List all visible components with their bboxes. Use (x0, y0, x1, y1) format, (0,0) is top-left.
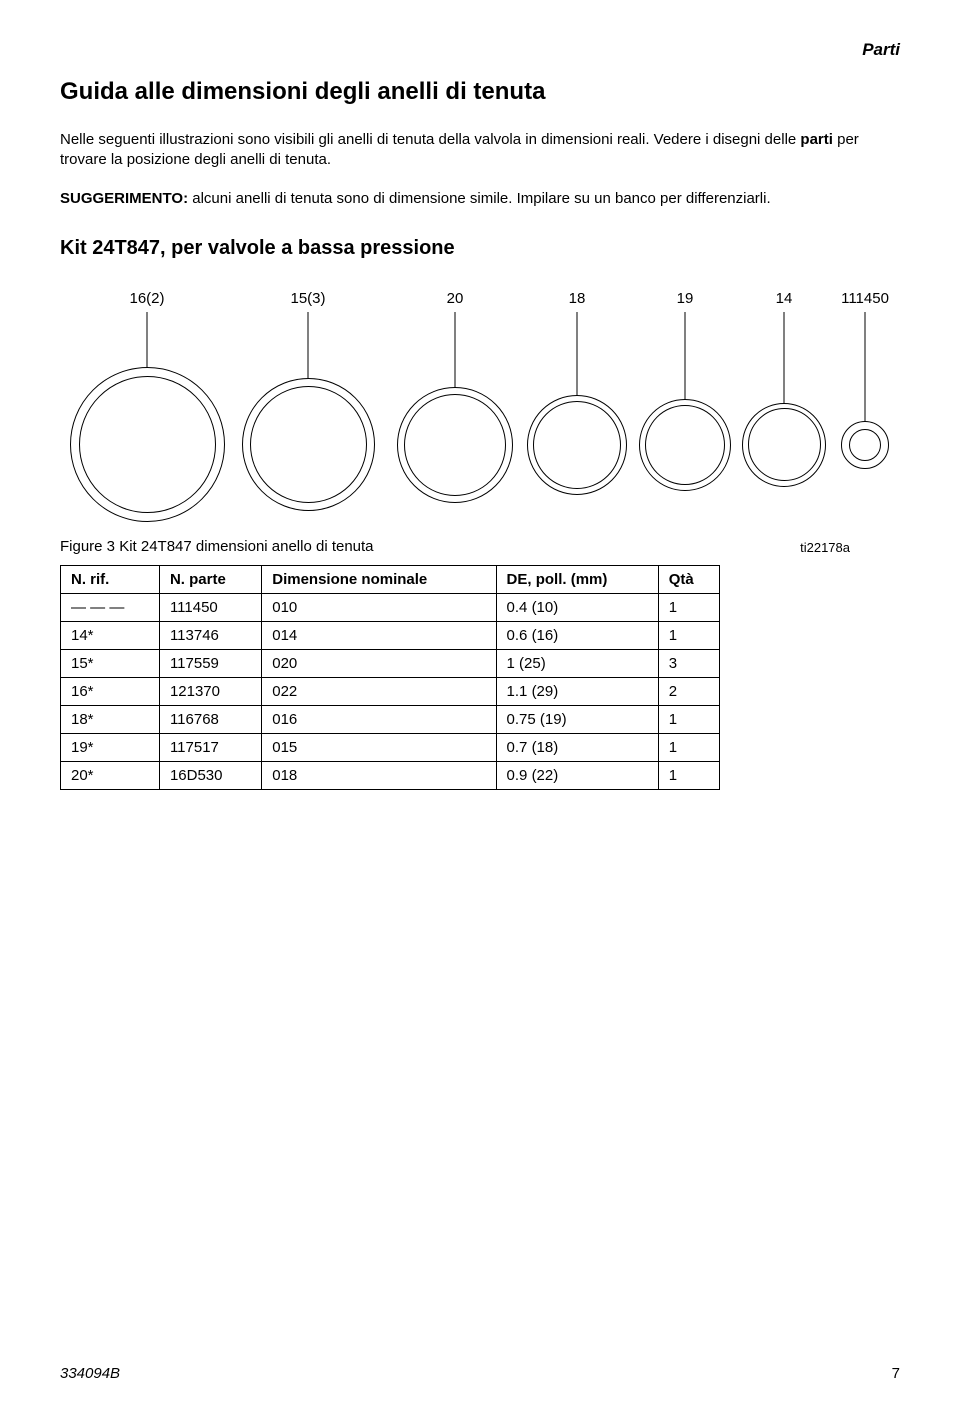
table-header-cell: DE, poll. (mm) (496, 565, 658, 593)
table-cell: 0.9 (22) (496, 761, 658, 789)
table-row: 14*1137460140.6 (16)1 (61, 621, 720, 649)
section-title: Kit 24T847, per valvole a bassa pression… (60, 237, 900, 260)
ring-inner (748, 408, 821, 481)
ring-label: 16(2) (129, 290, 164, 307)
ring-label: 15(3) (290, 290, 325, 307)
table-header-cell: Dimensione nominale (262, 565, 496, 593)
table-cell: 1 (658, 593, 719, 621)
hint-paragraph: SUGGERIMENTO: alcuni anelli di tenuta so… (60, 189, 900, 209)
table-cell: 014 (262, 621, 496, 649)
table-cell: 1 (658, 761, 719, 789)
table-cell: 113746 (159, 621, 261, 649)
table-body: — — —1114500100.4 (10)114*1137460140.6 (… (61, 593, 720, 789)
leader-line (784, 312, 785, 403)
ring-inner (404, 394, 506, 496)
table-cell: 16* (61, 677, 160, 705)
table-row: — — —1114500100.4 (10)1 (61, 593, 720, 621)
ring-inner (645, 405, 725, 485)
table-row: 19*1175170150.7 (18)1 (61, 733, 720, 761)
table-cell: 117559 (159, 649, 261, 677)
header-category: Parti (60, 40, 900, 60)
ring-inner (849, 429, 881, 461)
table-cell: 117517 (159, 733, 261, 761)
table-cell: 16D530 (159, 761, 261, 789)
intro-paragraph: Nelle seguenti illustrazioni sono visibi… (60, 130, 900, 171)
table-cell: 3 (658, 649, 719, 677)
footer-doc-id: 334094B (60, 1365, 120, 1382)
parts-table: N. rif.N. parteDimensione nominaleDE, po… (60, 565, 720, 790)
table-header-cell: Qtà (658, 565, 719, 593)
table-cell: 0.4 (10) (496, 593, 658, 621)
leader-line (685, 312, 686, 399)
table-cell: 121370 (159, 677, 261, 705)
table-cell: 022 (262, 677, 496, 705)
table-cell: 18* (61, 705, 160, 733)
ring-diagram: ti22178a 16(2)15(3)20181914111450 (60, 290, 880, 520)
table-cell: — — — (61, 593, 160, 621)
table-cell: 19* (61, 733, 160, 761)
table-header-cell: N. rif. (61, 565, 160, 593)
table-cell: 1 (25) (496, 649, 658, 677)
leader-line (455, 312, 456, 387)
table-header-row: N. rif.N. parteDimensione nominaleDE, po… (61, 565, 720, 593)
page-title: Guida alle dimensioni degli anelli di te… (60, 78, 900, 106)
table-cell: 016 (262, 705, 496, 733)
table-cell: 15* (61, 649, 160, 677)
table-row: 15*1175590201 (25)3 (61, 649, 720, 677)
ring-label: 14 (776, 290, 793, 307)
table-cell: 20* (61, 761, 160, 789)
leader-line (577, 312, 578, 395)
table-cell: 015 (262, 733, 496, 761)
table-header-cell: N. parte (159, 565, 261, 593)
table-cell: 14* (61, 621, 160, 649)
table-row: 18*1167680160.75 (19)1 (61, 705, 720, 733)
ring-label: 19 (677, 290, 694, 307)
ring-inner (533, 401, 621, 489)
ring-label: 111450 (841, 290, 889, 307)
intro-text-1: Nelle seguenti illustrazioni sono visibi… (60, 131, 800, 148)
table-cell: 111450 (159, 593, 261, 621)
leader-line (147, 312, 148, 368)
leader-line (865, 312, 866, 421)
table-cell: 0.7 (18) (496, 733, 658, 761)
table-cell: 1 (658, 733, 719, 761)
intro-bold: parti (800, 131, 833, 148)
table-cell: 0.75 (19) (496, 705, 658, 733)
hint-text: alcuni anelli di tenuta sono di dimensio… (188, 190, 771, 207)
table-cell: 018 (262, 761, 496, 789)
page-footer: 334094B 7 (60, 1365, 900, 1382)
figure-ref-code: ti22178a (800, 540, 850, 555)
table-cell: 2 (658, 677, 719, 705)
figure-caption: Figure 3 Kit 24T847 dimensioni anello di… (60, 538, 900, 555)
table-cell: 0.6 (16) (496, 621, 658, 649)
table-cell: 020 (262, 649, 496, 677)
table-cell: 1.1 (29) (496, 677, 658, 705)
ring-inner (250, 386, 367, 503)
ring-label: 18 (569, 290, 586, 307)
ring-label: 20 (447, 290, 464, 307)
table-cell: 1 (658, 621, 719, 649)
table-cell: 1 (658, 705, 719, 733)
table-cell: 010 (262, 593, 496, 621)
table-row: 16*1213700221.1 (29)2 (61, 677, 720, 705)
leader-line (308, 312, 309, 379)
footer-page-number: 7 (892, 1365, 900, 1382)
hint-label: SUGGERIMENTO: (60, 190, 188, 207)
table-row: 20*16D5300180.9 (22)1 (61, 761, 720, 789)
ring-inner (79, 376, 216, 513)
table-cell: 116768 (159, 705, 261, 733)
